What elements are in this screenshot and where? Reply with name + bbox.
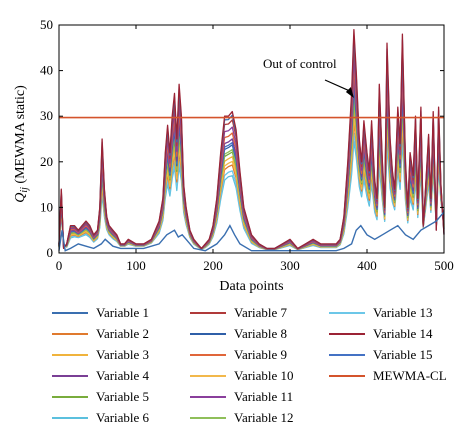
y-tick-label: 20 [40, 154, 53, 169]
legend-label: Variable 6 [96, 410, 150, 425]
legend-label: Variable 14 [373, 326, 433, 341]
y-tick-label: 10 [40, 199, 53, 214]
out-of-control-annotation: Out of control [263, 56, 337, 71]
legend-label: Variable 5 [96, 389, 150, 404]
y-axis-label: Qij (MEWMA static) [13, 85, 30, 203]
axis-ticks: 0 100 200 300 400 500 0 10 20 30 40 50 [40, 17, 454, 273]
legend-item: Variable 3 [52, 346, 149, 364]
legend-swatch [329, 312, 365, 314]
x-tick-label: 100 [126, 258, 146, 273]
legend-swatch [52, 396, 88, 398]
annotation-arrow [324, 79, 353, 93]
legend-item: Variable 1 [52, 304, 149, 322]
legend-item: Variable 9 [190, 346, 287, 364]
legend-item: Variable 4 [52, 367, 149, 385]
legend-swatch [52, 312, 88, 314]
legend-label: Variable 8 [234, 326, 288, 341]
legend-swatch [190, 333, 226, 335]
chart-svg: Out of control 0 100 200 300 400 500 0 10 20 30 40… [13, 17, 454, 294]
legend-item: Variable 8 [190, 325, 287, 343]
legend-swatch [190, 417, 226, 419]
legend-swatch [190, 354, 226, 356]
legend-label: Variable 15 [373, 347, 433, 362]
y-axis-label-main: Q [13, 193, 28, 203]
legend-item: Variable 14 [329, 325, 433, 343]
x-tick-label: 500 [434, 258, 454, 273]
legend-label: Variable 11 [234, 389, 294, 404]
legend-swatch [190, 312, 226, 314]
legend-item: Variable 15 [329, 346, 433, 364]
legend-item: Variable 13 [329, 304, 433, 322]
legend-label: Variable 12 [234, 410, 294, 425]
legend-swatch [52, 375, 88, 377]
legend: Variable 1 Variable 2 Variable 3 Variable 4… [0, 304, 474, 438]
legend-item: MEWMA-CL [329, 367, 447, 385]
legend-swatch [52, 417, 88, 419]
legend-item: Variable 12 [190, 409, 294, 427]
legend-label: Variable 3 [96, 347, 150, 362]
x-tick-label: 0 [56, 258, 63, 273]
legend-swatch [190, 396, 226, 398]
x-tick-label: 300 [280, 258, 300, 273]
legend-swatch [190, 375, 226, 377]
legend-swatch [52, 333, 88, 335]
legend-item: Variable 10 [190, 367, 294, 385]
legend-item: Variable 11 [190, 388, 293, 406]
series-layer [58, 28, 445, 252]
x-tick-label: 200 [203, 258, 223, 273]
legend-label: Variable 1 [96, 305, 150, 320]
legend-swatch [329, 354, 365, 356]
series-line-14 [58, 28, 445, 250]
y-axis-label-subscript: ij [19, 187, 30, 193]
legend-label: Variable 9 [234, 347, 288, 362]
x-axis-label: Data points [219, 279, 283, 294]
series-line-baseline [58, 211, 445, 252]
legend-item: Variable 7 [190, 304, 287, 322]
legend-swatch [329, 375, 365, 377]
y-tick-label: 40 [40, 63, 53, 78]
legend-label: Variable 10 [234, 368, 294, 383]
legend-swatch [52, 354, 88, 356]
legend-label: MEWMA-CL [373, 368, 447, 383]
legend-label: Variable 7 [234, 305, 288, 320]
plot-frame [58, 24, 445, 254]
y-tick-label: 0 [47, 245, 54, 260]
y-axis-label-rest: (MEWMA static) [13, 85, 28, 187]
y-tick-label: 30 [40, 108, 53, 123]
annotation-arrowhead [345, 86, 354, 98]
legend-item: Variable 5 [52, 388, 149, 406]
legend-label: Variable 2 [96, 326, 150, 341]
legend-swatch [329, 333, 365, 335]
y-tick-label: 50 [40, 17, 53, 32]
legend-item: Variable 2 [52, 325, 149, 343]
x-tick-label: 400 [357, 258, 377, 273]
legend-item: Variable 6 [52, 409, 149, 427]
legend-label: Variable 13 [373, 305, 433, 320]
annotation-layer: Out of control [263, 56, 354, 98]
legend-label: Variable 4 [96, 368, 150, 383]
